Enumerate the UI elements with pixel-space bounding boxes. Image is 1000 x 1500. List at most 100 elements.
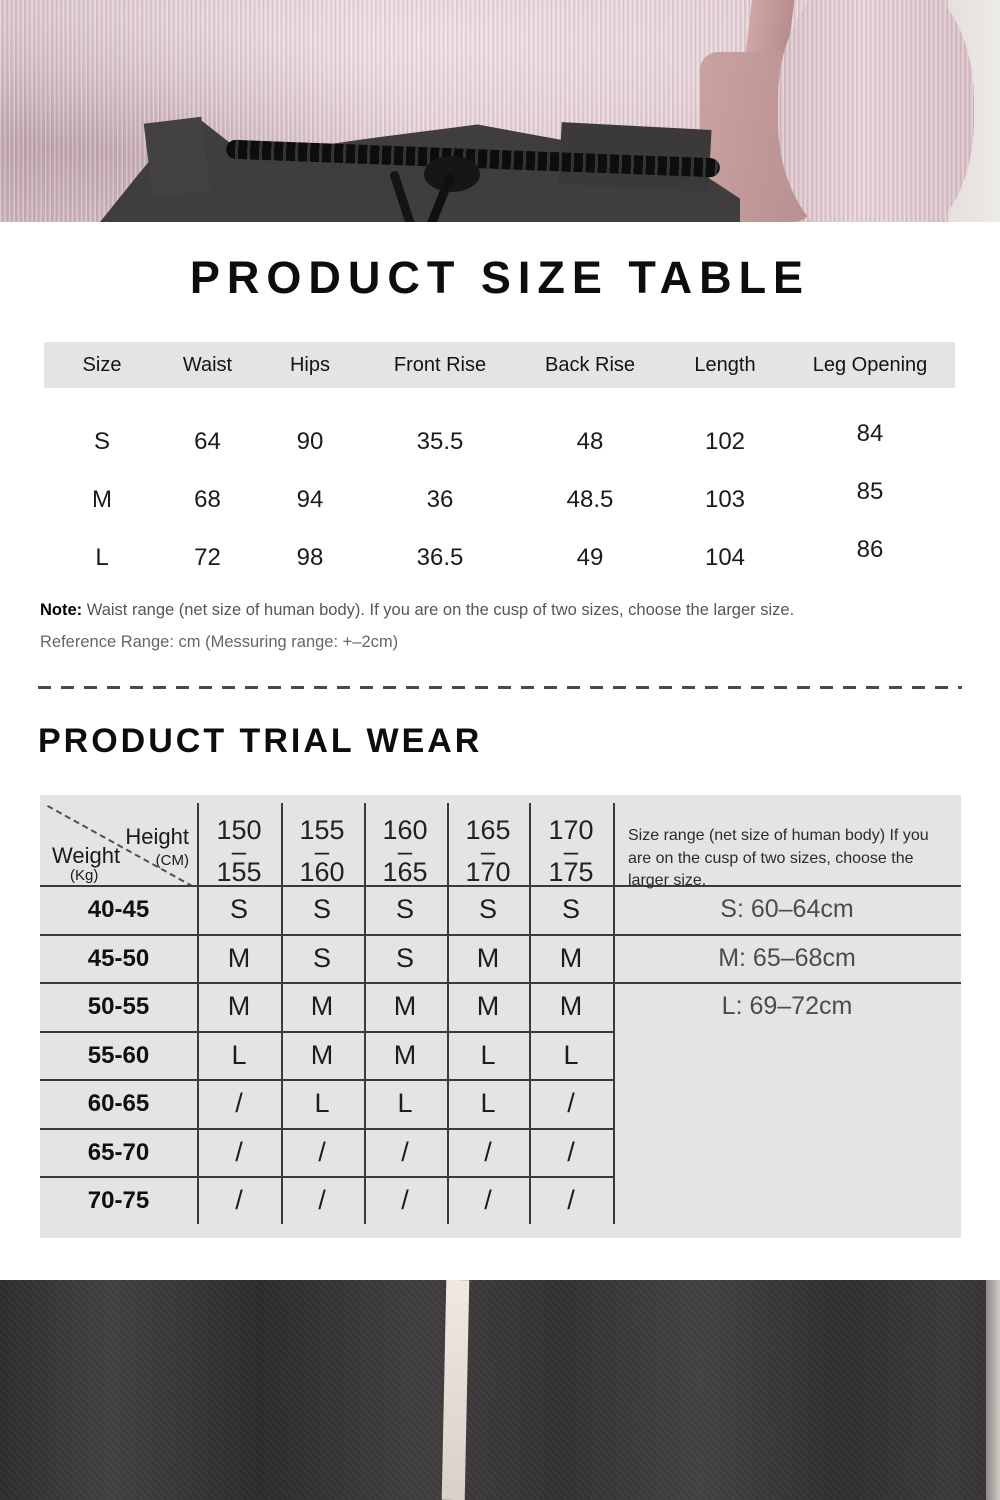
size-result-cell: M bbox=[310, 991, 334, 1021]
size-result-cell: / bbox=[484, 1137, 492, 1167]
size-col-header: Size bbox=[82, 353, 122, 376]
size-cell: 49 bbox=[576, 544, 604, 571]
grid-line-vertical bbox=[529, 803, 531, 1224]
waist-range-cell: L: 69–72cm bbox=[721, 992, 853, 1020]
size-result-cell: S bbox=[478, 894, 497, 924]
size-result-cell: / bbox=[484, 1185, 492, 1215]
size-result-cell: M bbox=[476, 943, 500, 973]
size-cell: 103 bbox=[704, 486, 746, 513]
drawstring-highlight bbox=[441, 1280, 470, 1500]
grid-line-horizontal bbox=[40, 1176, 613, 1178]
note-line: Note: Waist range (net size of human bod… bbox=[40, 601, 794, 620]
fabric-texture bbox=[0, 1280, 1000, 1500]
height-unit-label: (CM) bbox=[155, 852, 189, 869]
height-range-top: 155 bbox=[299, 815, 345, 845]
size-note: Note: Waist range (net size of human bod… bbox=[40, 601, 794, 652]
weight-unit-label: (Kg) bbox=[70, 867, 99, 884]
weight-range-cell: 45-50 bbox=[87, 944, 150, 972]
size-range-note: Size range (net size of human body) If y… bbox=[628, 827, 929, 890]
size-result-cell: L bbox=[397, 1088, 413, 1118]
size-result-cell: M bbox=[559, 943, 583, 973]
grid-line-vertical bbox=[364, 803, 366, 1224]
size-result-cell: S bbox=[312, 943, 331, 973]
size-table-row: L 72 98 36.5 49 104 86 bbox=[44, 529, 955, 587]
weight-range-cell: 65-70 bbox=[87, 1138, 150, 1166]
size-result-cell: S bbox=[229, 894, 248, 924]
grid-line-vertical bbox=[613, 803, 615, 1224]
size-table-body: S 64 90 35.5 48 102 84 M 68 94 36 48.5 1… bbox=[44, 413, 955, 587]
trial-row: 60-65 / L L L / bbox=[40, 1079, 961, 1128]
size-result-cell: S bbox=[561, 894, 580, 924]
size-result-cell: / bbox=[235, 1185, 243, 1215]
height-range-top: 160 bbox=[382, 815, 428, 845]
size-result-cell: L bbox=[563, 1040, 579, 1070]
trial-row: 65-70 / / / / / bbox=[40, 1128, 961, 1177]
size-result-cell: L bbox=[480, 1088, 496, 1118]
height-range-bottom: 165 bbox=[382, 857, 428, 888]
height-range-bottom: 160 bbox=[299, 857, 345, 888]
size-table-row: M 68 94 36 48.5 103 85 bbox=[44, 471, 955, 529]
size-result-cell: S bbox=[395, 943, 414, 973]
range-dash: – bbox=[231, 836, 247, 867]
weight-height-corner-cell: Height (CM) Weight (Kg) bbox=[40, 795, 197, 885]
weight-range-cell: 50-55 bbox=[87, 992, 150, 1020]
height-range-header: 155 – 160 bbox=[280, 815, 364, 888]
size-cell: 90 bbox=[296, 428, 324, 455]
size-result-cell: S bbox=[395, 894, 414, 924]
size-table-row: S 64 90 35.5 48 102 84 bbox=[44, 413, 955, 471]
size-result-cell: / bbox=[567, 1185, 575, 1215]
size-result-cell: M bbox=[559, 991, 583, 1021]
size-result-cell: L bbox=[231, 1040, 247, 1070]
size-cell: 48 bbox=[576, 428, 604, 455]
waist-range-cell: S: 60–64cm bbox=[720, 895, 854, 923]
size-cell: 36 bbox=[426, 486, 454, 513]
size-col-header: Leg Opening bbox=[812, 353, 928, 376]
size-cell: 86 bbox=[856, 536, 884, 563]
grid-line-horizontal bbox=[40, 1079, 613, 1081]
trial-row: 55-60 L M M L L bbox=[40, 1031, 961, 1080]
size-result-cell: M bbox=[476, 991, 500, 1021]
size-result-cell: M bbox=[227, 991, 251, 1021]
size-result-cell: / bbox=[318, 1185, 326, 1215]
size-result-cell: M bbox=[393, 991, 417, 1021]
size-result-cell: S bbox=[312, 894, 331, 924]
size-result-cell: M bbox=[310, 1040, 334, 1070]
size-result-cell: / bbox=[318, 1137, 326, 1167]
dashed-divider bbox=[38, 686, 962, 689]
grid-line-vertical bbox=[281, 803, 283, 1224]
range-dash: – bbox=[480, 836, 496, 867]
height-range-bottom: 155 bbox=[216, 857, 262, 888]
height-range-header: 150 – 155 bbox=[197, 816, 281, 888]
size-cell: L bbox=[95, 544, 109, 571]
range-dash: – bbox=[397, 836, 413, 867]
trial-row: 70-75 / / / / / bbox=[40, 1176, 961, 1225]
trial-row: 40-45 S S S S S S: 60–64cm bbox=[40, 885, 961, 934]
trial-row: 45-50 M S S M M M: 65–68cm bbox=[40, 934, 961, 983]
size-result-cell: / bbox=[401, 1185, 409, 1215]
size-result-cell: / bbox=[401, 1137, 409, 1167]
size-cell: 98 bbox=[296, 544, 324, 571]
note-text: Waist range (net size of human body). If… bbox=[82, 601, 795, 619]
grid-line-horizontal bbox=[40, 982, 961, 984]
size-result-cell: L bbox=[480, 1040, 496, 1070]
product-photo-bottom bbox=[0, 1280, 1000, 1500]
size-cell: 48.5 bbox=[566, 486, 614, 513]
size-result-cell: M bbox=[393, 1040, 417, 1070]
weight-label: Weight bbox=[52, 843, 121, 868]
height-range-top: 170 bbox=[548, 815, 594, 845]
size-result-cell: L bbox=[314, 1088, 330, 1118]
grid-line-horizontal bbox=[40, 1031, 613, 1033]
size-col-header: Length bbox=[694, 353, 756, 376]
size-cell: 68 bbox=[194, 486, 221, 513]
size-table-header-row: Size Waist Hips Front Rise Back Rise Len… bbox=[44, 342, 955, 388]
trial-wear-table: Height (CM) Weight (Kg) 150 – 155 155 – … bbox=[40, 795, 961, 1238]
size-cell: 35.5 bbox=[416, 428, 464, 455]
waist-range-cell: M: 65–68cm bbox=[718, 944, 856, 972]
size-cell: S bbox=[93, 428, 110, 455]
grid-line-horizontal bbox=[40, 1128, 613, 1130]
size-col-header: Back Rise bbox=[544, 353, 636, 376]
size-result-cell: / bbox=[235, 1088, 243, 1118]
weight-range-cell: 55-60 bbox=[87, 1041, 150, 1069]
grid-line-horizontal bbox=[40, 885, 961, 887]
